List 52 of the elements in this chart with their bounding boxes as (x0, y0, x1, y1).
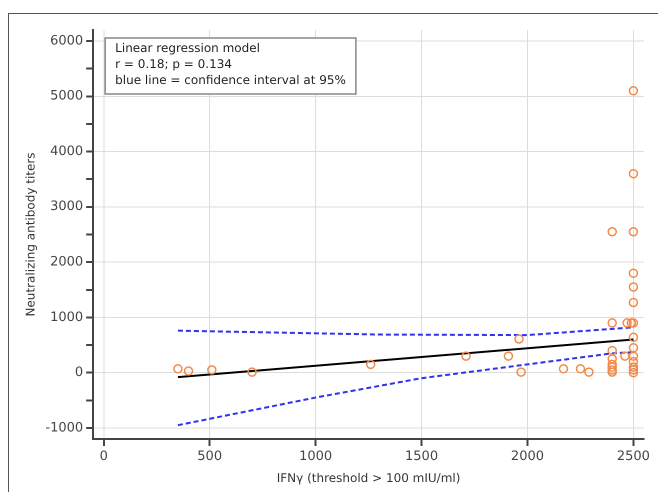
point (628, 86, 638, 96)
y-axis-title: Neutralizing antibody titers (23, 152, 38, 317)
point (514, 334, 524, 344)
x-tick-label: 1500 (405, 449, 438, 464)
point (620, 351, 630, 361)
point (184, 366, 194, 376)
y-tick-label: -1000 (45, 420, 84, 436)
y-tick-label: 6000 (50, 33, 84, 48)
point (558, 364, 568, 374)
y-tick-label: 0 (74, 365, 84, 380)
point (607, 362, 617, 372)
y-tick-label: 4000 (50, 144, 84, 159)
point (607, 226, 617, 236)
point (366, 360, 376, 370)
point (628, 282, 638, 292)
point (628, 365, 638, 375)
point (584, 367, 594, 377)
point (628, 356, 638, 366)
annotation: blue line = confidence interval at 95% (115, 73, 346, 88)
y-tick-label: 1000 (50, 310, 84, 325)
point (622, 318, 632, 328)
point (247, 367, 257, 377)
point (628, 343, 638, 353)
point (628, 332, 638, 342)
annotation: Linear regression model (115, 41, 260, 56)
x-axis-title: IFNγ (threshold > 100 mIU/ml) (276, 470, 460, 485)
y-tick-label: 3000 (50, 199, 84, 214)
point (504, 351, 514, 361)
point (207, 365, 217, 375)
point (628, 226, 638, 236)
y-tick-label: 5000 (50, 88, 84, 104)
point (461, 351, 471, 361)
point (628, 362, 638, 372)
y-tick-label: 2000 (50, 254, 84, 270)
point (607, 346, 617, 356)
x-tick-label: 500 (197, 449, 222, 464)
x-tick-label: 2500 (616, 449, 650, 464)
point (576, 364, 586, 374)
point (628, 298, 638, 308)
annotation: r = 0.18; p = 0.134 (115, 57, 232, 72)
x-tick-label: 0 (100, 449, 108, 464)
point (628, 268, 638, 278)
point (628, 351, 638, 361)
x-tick-label: 2000 (510, 449, 544, 464)
point (628, 168, 638, 178)
x-tick-label: 1000 (299, 449, 332, 464)
point (628, 368, 638, 378)
point (607, 360, 617, 370)
point (516, 367, 526, 377)
point (607, 354, 617, 364)
point (607, 318, 617, 328)
point (173, 364, 183, 374)
